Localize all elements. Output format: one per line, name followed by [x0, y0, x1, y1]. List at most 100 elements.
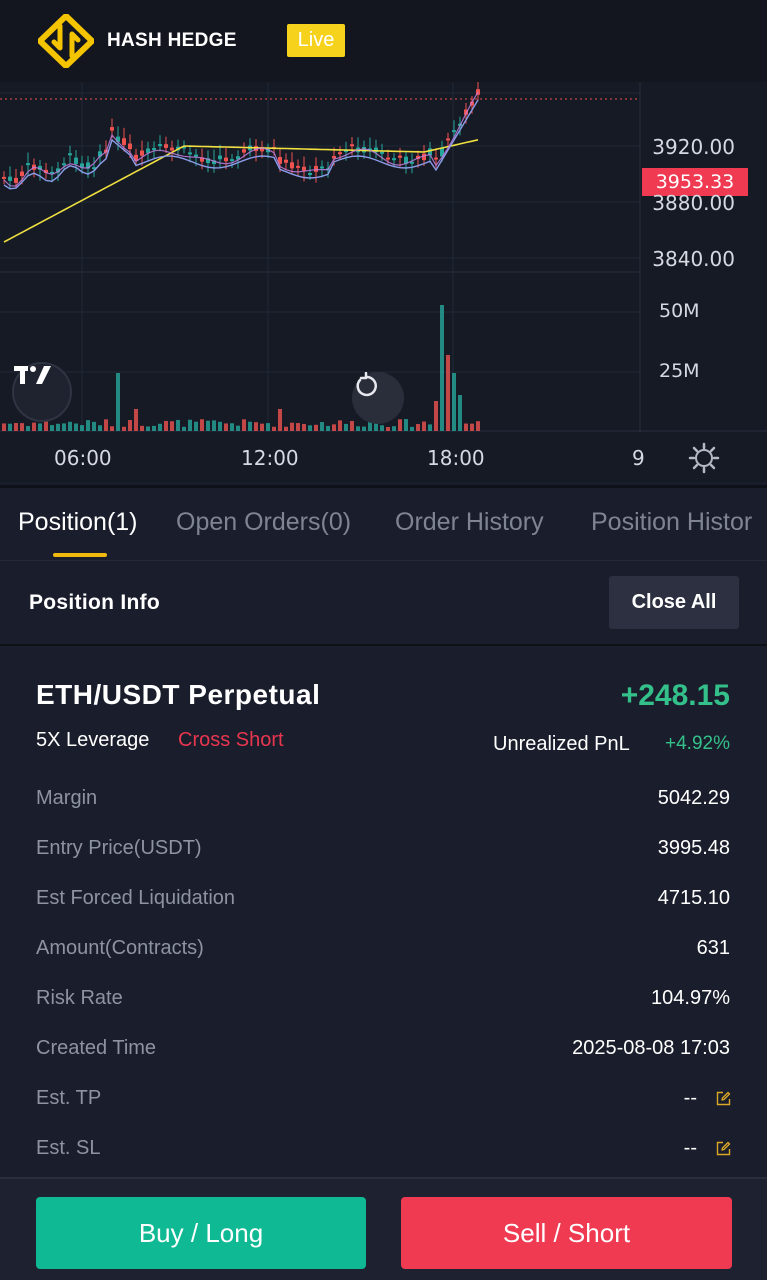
volume-bar — [302, 423, 306, 431]
candle-body — [164, 144, 168, 148]
liquidation-value: 4715.10 — [657, 887, 730, 909]
volume-bar — [434, 401, 438, 431]
volume-bar — [458, 395, 462, 431]
ma-line — [3, 91, 479, 187]
volume-bar — [368, 422, 372, 431]
volume-bar — [32, 422, 36, 431]
volume-bar — [350, 420, 354, 431]
volume-bar — [296, 423, 300, 431]
candle-body — [284, 159, 288, 163]
candle-body — [344, 149, 348, 153]
volume-bar — [212, 420, 216, 431]
candle-body — [14, 177, 18, 183]
candle-body — [26, 163, 30, 166]
volume-bars — [2, 305, 480, 431]
volume-bar — [422, 421, 426, 431]
brand-name: HASH HEDGE — [107, 30, 237, 51]
buy-long-button[interactable]: Buy / Long — [36, 1197, 366, 1269]
candle-body — [80, 163, 84, 168]
candle-body — [44, 169, 48, 174]
chart-grid — [0, 82, 767, 432]
candle-body — [218, 155, 222, 160]
volume-bar — [140, 425, 144, 431]
volume-bar — [464, 423, 468, 431]
est-tp-value: -- — [683, 1087, 697, 1109]
candle-body — [350, 144, 354, 147]
volume-bar — [116, 373, 120, 431]
volume-bar — [68, 421, 72, 431]
tradingview-logo-icon[interactable] — [12, 362, 72, 422]
volume-bar — [98, 425, 102, 431]
tab-position[interactable]: Position(1) — [18, 508, 138, 536]
edit-tp-icon[interactable] — [716, 1091, 731, 1106]
price-axis-label: 3920.00 — [652, 135, 735, 159]
ma-line — [3, 139, 479, 243]
volume-bar — [410, 426, 414, 431]
volume-bar — [362, 426, 366, 431]
created-time-label: Created Time — [36, 1037, 157, 1059]
candle-body — [392, 158, 396, 161]
active-tab-indicator — [53, 553, 107, 557]
time-axis-label: 9 — [632, 446, 645, 470]
volume-bar — [152, 425, 156, 431]
volume-bar — [284, 426, 288, 431]
entry-price-label: Entry Price(USDT) — [36, 837, 202, 859]
unrealized-pnl-label: Unrealized PnL — [493, 733, 630, 755]
candle-body — [212, 160, 216, 165]
candle-body — [476, 89, 480, 95]
volume-bar — [8, 423, 12, 431]
volume-bar — [272, 426, 276, 431]
volume-bar — [260, 423, 264, 431]
volume-bar — [320, 422, 324, 431]
candle-body — [422, 153, 426, 161]
candle-body — [158, 144, 162, 147]
position-symbol: ETH/USDT Perpetual — [36, 679, 321, 710]
tab-open-orders[interactable]: Open Orders(0) — [176, 508, 352, 536]
volume-bar — [344, 423, 348, 431]
amount-value: 631 — [696, 937, 730, 959]
volume-bar — [386, 426, 390, 431]
candlestick-chart[interactable] — [0, 82, 767, 482]
tab-position-history[interactable]: Position Histor — [591, 508, 753, 536]
candle-body — [224, 157, 228, 162]
candle-body — [404, 156, 408, 164]
candle-body — [464, 109, 468, 115]
volume-bar — [338, 420, 342, 431]
volume-bar — [236, 425, 240, 431]
tab-order-history[interactable]: Order History — [395, 508, 544, 536]
candle-body — [230, 159, 234, 162]
volume-bar — [170, 421, 174, 431]
volume-bar — [134, 409, 138, 431]
reset-chart-icon[interactable] — [352, 372, 404, 424]
trade-footer: Buy / Long Sell / Short — [0, 1177, 767, 1280]
volume-bar — [122, 426, 126, 431]
candle-body — [320, 166, 324, 169]
candle-body — [338, 152, 342, 155]
volume-bar — [230, 423, 234, 431]
volume-bar — [266, 423, 270, 431]
gear-icon[interactable] — [688, 442, 720, 474]
volume-bar — [194, 421, 198, 431]
liquidation-label: Est Forced Liquidation — [36, 887, 236, 909]
volume-bar — [182, 426, 186, 431]
position-info-title: Position Info — [29, 591, 161, 614]
risk-rate-label: Risk Rate — [36, 987, 123, 1009]
position-tabs: Position(1) Open Orders(0) Order History… — [0, 485, 767, 557]
volume-bar — [278, 409, 282, 431]
price-chart[interactable]: 3953.33 3920.00 3880.00 3840.00 50M 25M — [0, 82, 767, 482]
candle-body — [194, 154, 198, 157]
sell-short-button[interactable]: Sell / Short — [401, 1197, 732, 1269]
live-badge[interactable]: Live — [287, 24, 345, 57]
candle-body — [398, 155, 402, 158]
volume-axis-label: 25M — [659, 360, 700, 382]
ma-line — [3, 99, 479, 190]
candle-body — [146, 148, 150, 153]
candle-body — [260, 146, 264, 152]
volume-bar — [164, 420, 168, 431]
volume-bar — [356, 426, 360, 431]
candle-body — [410, 161, 414, 164]
edit-sl-icon[interactable] — [716, 1141, 731, 1156]
candle-body — [140, 150, 144, 156]
close-all-button[interactable]: Close All — [609, 576, 739, 629]
position-card: ETH/USDT Perpetual +248.15 5X Leverage C… — [0, 647, 767, 1177]
